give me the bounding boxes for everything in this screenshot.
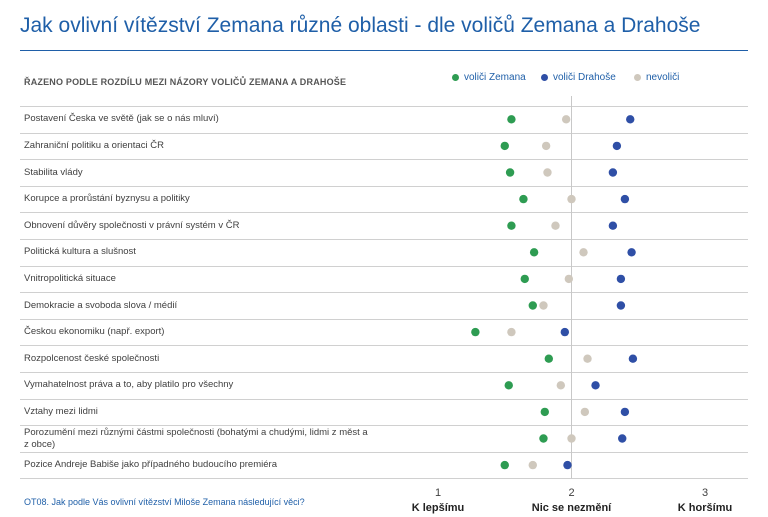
- data-point-zeman: [507, 221, 516, 230]
- category-label: Obnovení důvěry společnosti v právní sys…: [24, 219, 240, 231]
- x-tick-label: K horšímu: [677, 502, 733, 514]
- x-tick-number: 2: [568, 487, 575, 499]
- data-point-zeman: [544, 354, 554, 363]
- legend-item-nevolici: nevoliči: [634, 72, 679, 83]
- category-label: Porozumění mezi různými částmi společnos…: [24, 426, 368, 450]
- category-label: Pozice Andreje Babiše jako případného bu…: [24, 459, 277, 471]
- data-point-drahos: [620, 407, 630, 417]
- data-point-nevolici: [528, 460, 537, 470]
- data-point-drahos: [620, 194, 630, 204]
- survey-question: OT08. Jak podle Vás ovlivní vítězství Mi…: [24, 497, 305, 507]
- row-divider: [20, 265, 748, 267]
- data-point-nevolici: [507, 327, 516, 337]
- data-point-zeman: [520, 274, 529, 284]
- x-tick-number: 3: [701, 487, 709, 499]
- category-label: Vymahatelnost práva a to, aby platilo pr…: [24, 379, 234, 391]
- row-divider: [20, 345, 748, 347]
- category-label: Korupce a prorůstání byznysu a politiky: [24, 193, 190, 205]
- data-point-nevolici: [567, 194, 576, 204]
- data-point-drahos: [612, 141, 622, 151]
- data-point-drahos: [628, 354, 638, 363]
- title-divider: [20, 50, 748, 51]
- data-point-drahos: [616, 301, 626, 310]
- legend-label-zeman: voliči Zemana: [464, 72, 526, 83]
- legend-item-zeman: voliči Zemana: [452, 72, 526, 83]
- category-label: Českou ekonomiku (např. export): [24, 326, 165, 338]
- data-point-nevolici: [551, 221, 560, 230]
- data-point-zeman: [507, 115, 516, 124]
- legend-label-nevolici: nevoliči: [646, 72, 680, 83]
- data-point-nevolici: [580, 407, 590, 417]
- data-point-drahos: [616, 274, 626, 284]
- data-point-drahos: [608, 168, 618, 177]
- data-point-nevolici: [543, 168, 552, 177]
- x-tick-label: Nic se nezmění: [531, 502, 612, 514]
- data-point-nevolici: [567, 434, 576, 443]
- data-point-drahos: [591, 381, 600, 390]
- legend-dot-zeman: [452, 74, 459, 81]
- data-point-nevolici: [539, 301, 548, 310]
- legend-dot-nevolici: [634, 74, 641, 81]
- data-point-drahos: [618, 434, 627, 443]
- data-point-drahos: [627, 248, 636, 257]
- category-label: Vnitropolitická situace: [24, 272, 116, 284]
- data-point-drahos: [626, 115, 635, 124]
- data-point-nevolici: [579, 248, 588, 257]
- data-point-zeman: [471, 327, 480, 337]
- row-divider: [20, 478, 748, 480]
- data-point-zeman: [504, 381, 513, 390]
- legend-dot-drahos: [541, 74, 548, 81]
- category-label: Postavení Česka ve světě (jak se o nás m…: [24, 113, 219, 125]
- row-divider: [20, 451, 748, 453]
- row-divider: [20, 372, 748, 373]
- chart-subtitle: ŘAZENO PODLE ROZDÍLU MEZI NÁZORY VOLIČŮ …: [24, 77, 347, 87]
- row-divider: [20, 239, 748, 240]
- row-divider: [20, 292, 748, 294]
- row-divider: [20, 106, 748, 107]
- data-point-zeman: [519, 194, 528, 204]
- row-divider: [20, 398, 748, 400]
- category-label: Demokracie a svoboda slova / médií: [24, 299, 178, 311]
- data-point-nevolici: [561, 115, 571, 124]
- data-point-nevolici: [556, 381, 566, 390]
- row-divider: [20, 425, 748, 427]
- category-label: Politická kultura a slušnost: [24, 246, 136, 258]
- data-point-drahos: [560, 327, 570, 337]
- row-divider: [20, 212, 748, 214]
- row-divider: [20, 159, 748, 161]
- data-point-drahos: [563, 460, 572, 470]
- legend-label-drahos: voliči Drahoše: [553, 72, 616, 83]
- chart-title: Jak ovlivní vítězství Zemana různé oblas…: [20, 14, 701, 37]
- data-point-nevolici: [564, 274, 574, 284]
- category-label: Rozpolcenost české společnosti: [24, 352, 160, 364]
- category-label: Vztahy mezi lidmi: [24, 405, 98, 417]
- category-label: Stabilita vlády: [24, 166, 83, 178]
- data-point-zeman: [539, 434, 548, 443]
- row-divider: [20, 318, 748, 320]
- row-divider: [20, 185, 748, 187]
- data-point-drahos: [608, 221, 618, 230]
- row-divider: [20, 132, 748, 134]
- data-point-nevolici: [583, 354, 592, 363]
- x-tick-number: 1: [434, 487, 442, 499]
- x-tick-label: K lepšímu: [411, 502, 465, 514]
- legend-item-drahos: voliči Drahoše: [541, 72, 616, 83]
- data-point-zeman: [505, 168, 515, 177]
- data-point-zeman: [500, 460, 509, 470]
- data-point-zeman: [500, 141, 509, 151]
- data-point-zeman: [529, 248, 539, 257]
- category-label: Zahraniční politiku a orientaci ČR: [24, 139, 164, 151]
- data-point-zeman: [540, 407, 549, 417]
- data-point-zeman: [528, 301, 537, 310]
- data-point-nevolici: [541, 141, 551, 151]
